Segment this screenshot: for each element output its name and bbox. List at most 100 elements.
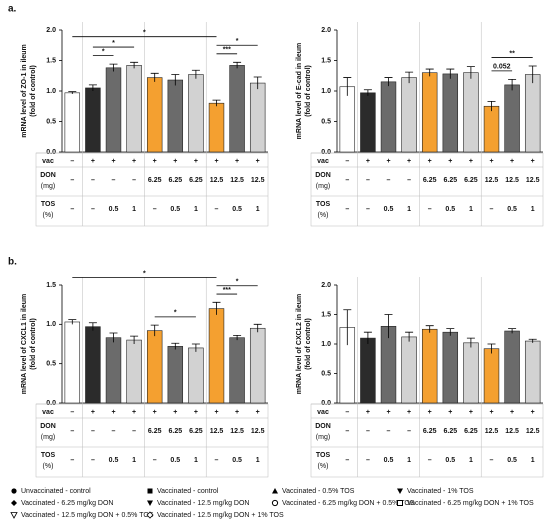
table-cell: –	[345, 158, 349, 165]
y-axis-label: mRNA level of CXCL1 in ileum	[21, 294, 28, 394]
table-cell: +	[386, 409, 390, 416]
table-cell: 0.5	[384, 206, 394, 213]
table-cell: 0.5	[445, 206, 455, 213]
table-cell: +	[235, 409, 239, 416]
bar	[85, 87, 101, 153]
table-cell: 1	[531, 457, 535, 464]
table-cell: +	[510, 409, 514, 416]
table-cell: +	[448, 409, 452, 416]
significance-label: *	[102, 48, 105, 55]
error-bar	[212, 301, 221, 315]
table-row-label: vac	[317, 158, 329, 165]
bar	[360, 337, 376, 404]
table-cell: +	[214, 409, 218, 416]
table-cell: +	[111, 409, 115, 416]
legend-label: Vaccinated - 1% TOS	[407, 488, 474, 495]
table-cell: +	[428, 158, 432, 165]
bar	[524, 340, 541, 404]
y-tick-label: 1.0	[46, 321, 56, 328]
table-cell: 1	[256, 206, 260, 213]
bar	[85, 326, 101, 404]
table-cell: –	[428, 206, 432, 213]
table-cell: –	[91, 457, 95, 464]
table-cell: 1	[407, 457, 411, 464]
table-cell: –	[70, 206, 74, 213]
error-bar	[508, 79, 517, 91]
error-bar	[88, 84, 97, 91]
table-cell: +	[489, 158, 493, 165]
error-bar	[171, 342, 180, 350]
table-cell: 6.25	[423, 177, 437, 184]
table-cell: 1	[194, 457, 198, 464]
table-cell: 6.25	[464, 177, 478, 184]
error-bar	[528, 65, 537, 84]
table-cell: –	[345, 457, 349, 464]
table-cell: +	[489, 409, 493, 416]
table-cell: –	[366, 457, 370, 464]
bar	[208, 102, 225, 153]
bar	[504, 84, 520, 153]
table-cell: 12.5	[526, 177, 540, 184]
table-row-label: TOS	[41, 201, 56, 208]
table-cell: 12.5	[505, 428, 519, 435]
bar	[524, 74, 541, 153]
table-cell: 0.5	[507, 206, 517, 213]
error-bar	[343, 77, 352, 96]
table-cell: +	[153, 409, 157, 416]
table-cell: 1	[132, 457, 136, 464]
significance-label: ***	[223, 287, 231, 294]
table-cell: 12.5	[505, 177, 519, 184]
table-cell: 6.25	[148, 428, 162, 435]
y-axis-label: (fold of control)	[30, 65, 37, 117]
table-row-unit: (%)	[318, 463, 329, 470]
table-cell: –	[132, 177, 136, 184]
table-cell: +	[132, 409, 136, 416]
table-cell: –	[345, 409, 349, 416]
table-cell: –	[345, 206, 349, 213]
table-row-label: vac	[42, 409, 54, 416]
y-tick-label: 1.5	[46, 57, 56, 64]
y-tick-label: 1.5	[321, 57, 331, 64]
table-row-label: DON	[40, 423, 56, 430]
table-cell: 1	[531, 206, 535, 213]
table-cell: +	[531, 158, 535, 165]
bar	[339, 86, 356, 153]
error-bar	[68, 91, 77, 95]
error-bar	[253, 323, 262, 333]
table-cell: –	[70, 177, 74, 184]
panel-label: b.	[8, 257, 17, 268]
y-tick-label: 1.0	[46, 88, 56, 95]
table-cell: +	[469, 158, 473, 165]
significance-label: *	[174, 310, 177, 317]
error-bar	[233, 334, 242, 341]
error-bar	[88, 322, 97, 331]
error-bar	[150, 72, 159, 82]
table-row-unit: (mg)	[41, 434, 55, 441]
table-cell: –	[490, 457, 494, 464]
table-cell: 0.5	[232, 206, 242, 213]
bar	[64, 321, 81, 404]
legend-marker	[146, 511, 154, 519]
table-cell: 12.5	[210, 177, 224, 184]
table-cell: 12.5	[485, 428, 499, 435]
y-tick-label: 0.5	[321, 370, 331, 377]
table-cell: 6.25	[189, 428, 203, 435]
y-tick-label: 0.0	[46, 149, 56, 156]
table-cell: –	[366, 206, 370, 213]
table-cell: –	[407, 177, 411, 184]
legend-marker	[11, 488, 17, 494]
table-cell: +	[428, 409, 432, 416]
significance-label: **	[509, 50, 515, 57]
table-cell: +	[214, 158, 218, 165]
y-tick-label: 2.0	[321, 282, 331, 289]
table-cell: –	[345, 177, 349, 184]
table-cell: +	[256, 409, 260, 416]
table-cell: 0.5	[384, 457, 394, 464]
bar	[421, 328, 438, 404]
table-cell: 1	[194, 206, 198, 213]
table-cell: +	[469, 409, 473, 416]
table-cell: –	[91, 177, 95, 184]
table-cell: 6.25	[189, 177, 203, 184]
table-row-label: TOS	[316, 452, 331, 459]
bar	[188, 74, 204, 153]
